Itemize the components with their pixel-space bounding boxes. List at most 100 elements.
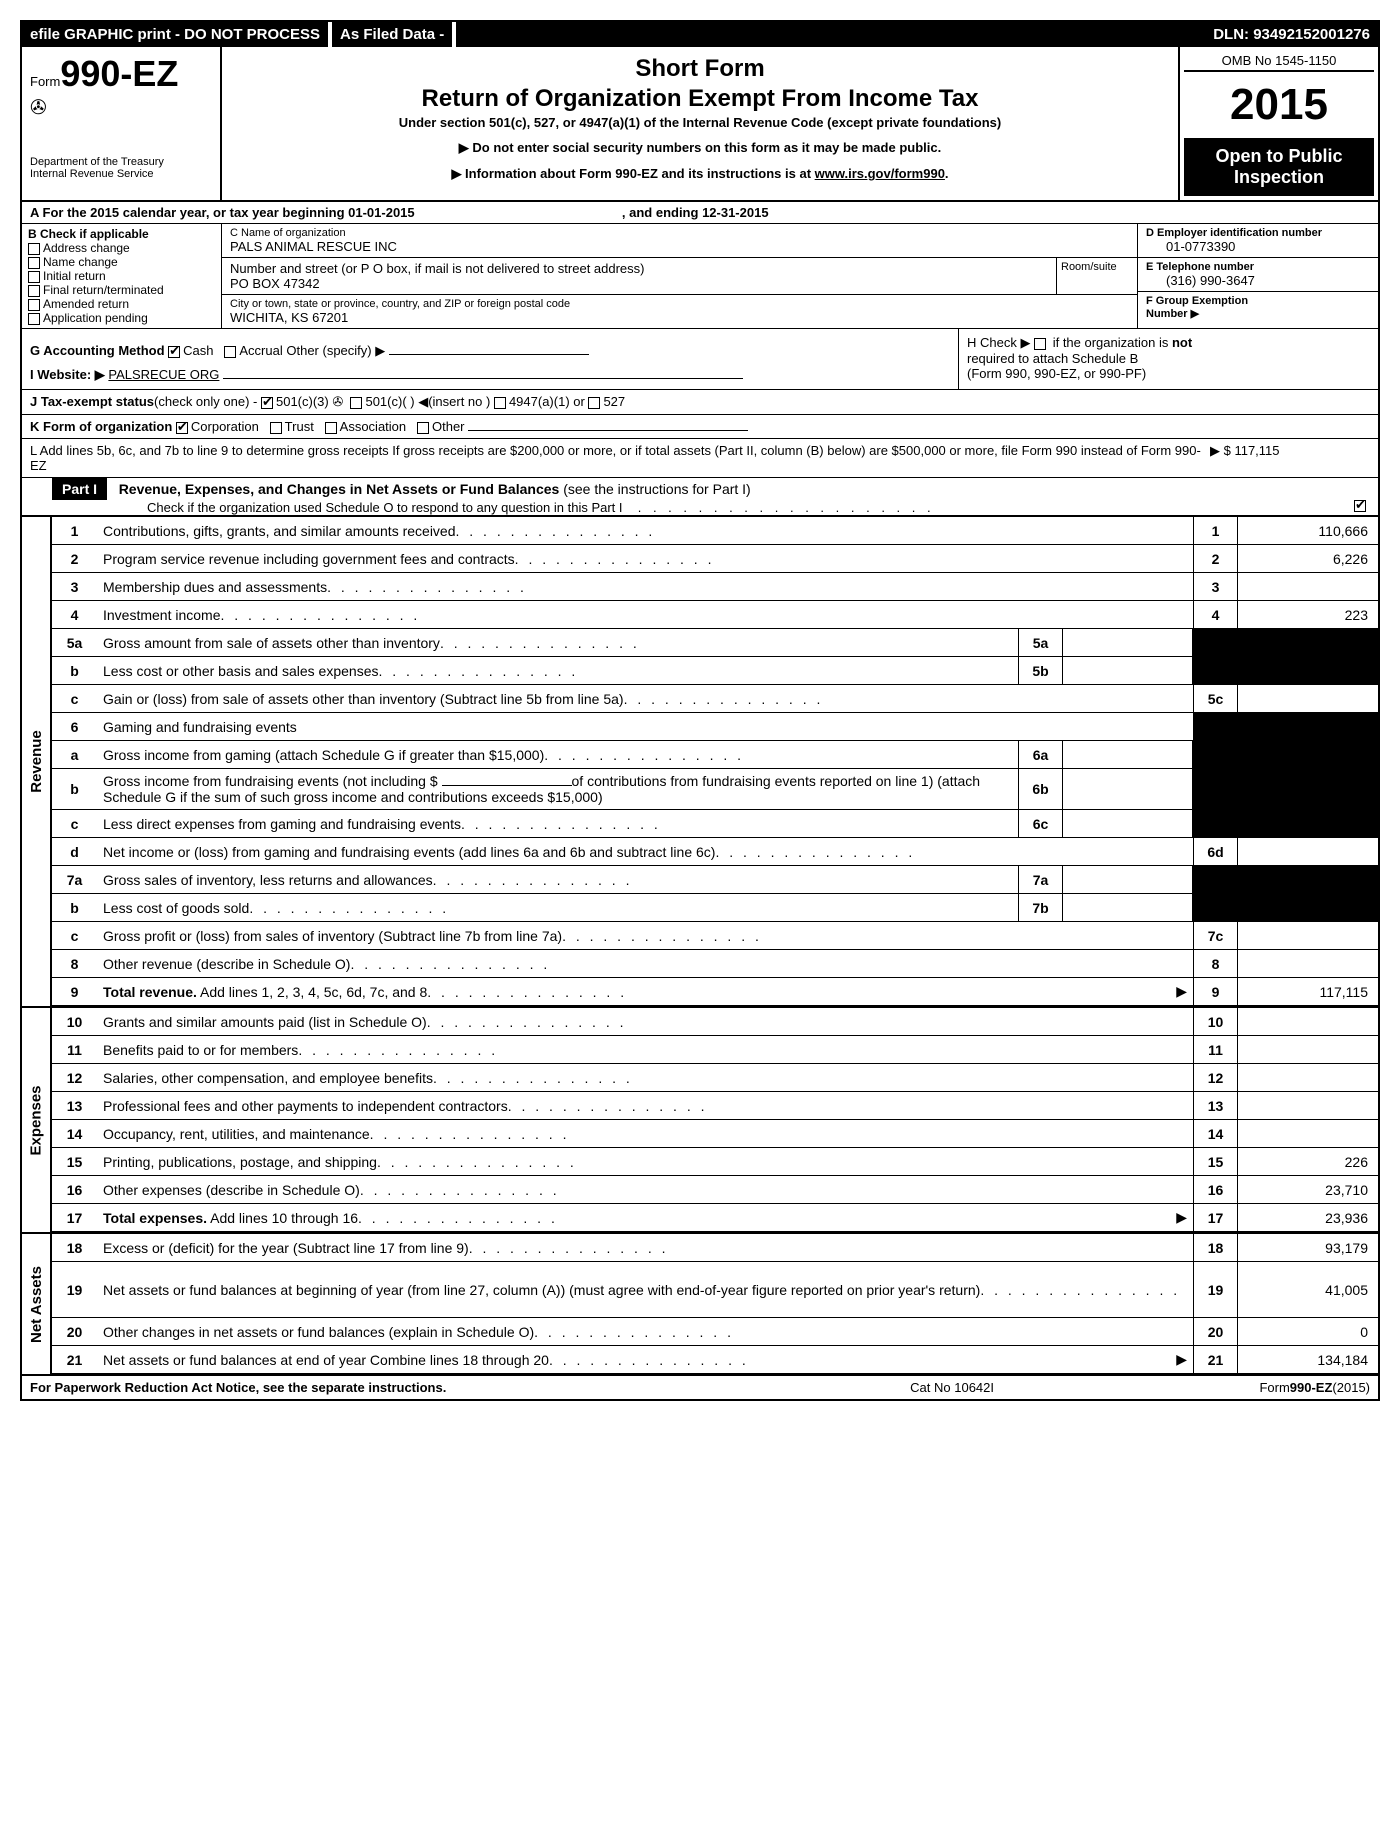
- sub-line-value: [1063, 629, 1193, 656]
- end-line-value: 0: [1238, 1318, 1378, 1345]
- chk-accrual[interactable]: [224, 346, 236, 358]
- end-line-number: 11: [1193, 1036, 1238, 1063]
- line-c: cGain or (loss) from sale of assets othe…: [52, 685, 1378, 713]
- end-line-value: [1238, 950, 1378, 977]
- chk-cash[interactable]: [168, 346, 180, 358]
- line-12: 12Salaries, other compensation, and empl…: [52, 1064, 1378, 1092]
- end-line-value: 6,226: [1238, 545, 1378, 572]
- form-ref: Form990-EZ(2015): [1259, 1380, 1370, 1395]
- room-suite-label: Room/suite: [1057, 258, 1137, 294]
- paperwork-notice: For Paperwork Reduction Act Notice, see …: [30, 1380, 645, 1395]
- header-center: Short Form Return of Organization Exempt…: [222, 47, 1178, 200]
- line-4: 4Investment income . . . . . . . . . . .…: [52, 601, 1378, 629]
- row-a-tax-year: A For the 2015 calendar year, or tax yea…: [22, 202, 1378, 224]
- expenses-label: Expenses: [22, 1008, 52, 1232]
- line-number: 5a: [52, 629, 97, 656]
- schedule-b-check: H Check ▶ if the organization is not req…: [958, 329, 1378, 389]
- line-number: c: [52, 685, 97, 712]
- col-c-org-info: C Name of organization PALS ANIMAL RESCU…: [222, 224, 1138, 328]
- chk-amended-return[interactable]: Amended return: [28, 297, 215, 311]
- chk-name-change[interactable]: Name change: [28, 255, 215, 269]
- chk-corporation[interactable]: [176, 422, 188, 434]
- form-header: Form990-EZ ✇ Department of the Treasury …: [22, 47, 1378, 202]
- end-line-number: 21: [1193, 1346, 1238, 1373]
- sub-line-value: [1063, 894, 1193, 921]
- line-number: 11: [52, 1036, 97, 1063]
- org-name: PALS ANIMAL RESCUE INC: [230, 239, 1129, 254]
- chk-other-org[interactable]: [417, 422, 429, 434]
- line-number: 19: [52, 1262, 97, 1317]
- line-2: 2Program service revenue including gover…: [52, 545, 1378, 573]
- line-desc: Gain or (loss) from sale of assets other…: [97, 685, 1193, 712]
- end-line-value: 117,115: [1238, 978, 1378, 1005]
- line-14: 14Occupancy, rent, utilities, and mainte…: [52, 1120, 1378, 1148]
- line-desc: Program service revenue including govern…: [97, 545, 1193, 572]
- line-8: 8Other revenue (describe in Schedule O) …: [52, 950, 1378, 978]
- line-desc: Membership dues and assessments . . . . …: [97, 573, 1193, 600]
- chk-527[interactable]: [588, 397, 600, 409]
- end-line-number: 12: [1193, 1064, 1238, 1091]
- line-number: c: [52, 922, 97, 949]
- website-link[interactable]: PALSRECUE ORG: [108, 367, 219, 382]
- row-k-org-form: K Form of organization Corporation Trust…: [22, 415, 1378, 439]
- line-desc: Net assets or fund balances at beginning…: [97, 1262, 1193, 1317]
- end-line-number: 18: [1193, 1234, 1238, 1261]
- line-number: 15: [52, 1148, 97, 1175]
- end-line-number: 8: [1193, 950, 1238, 977]
- chk-4947[interactable]: [494, 397, 506, 409]
- irs-label: Internal Revenue Service: [30, 168, 212, 180]
- line-desc: Other expenses (describe in Schedule O) …: [97, 1176, 1193, 1203]
- line-number: 1: [52, 517, 97, 544]
- chk-501c[interactable]: [350, 397, 362, 409]
- end-line-value: [1238, 1120, 1378, 1147]
- line-number: 7a: [52, 866, 97, 893]
- sub-line-number: 6c: [1018, 810, 1063, 837]
- line-9: 9Total revenue. Add lines 1, 2, 3, 4, 5c…: [52, 978, 1378, 1006]
- open-to-public: Open to Public Inspection: [1184, 138, 1374, 196]
- form-footer: For Paperwork Reduction Act Notice, see …: [22, 1376, 1378, 1399]
- line-desc: Investment income . . . . . . . . . . . …: [97, 601, 1193, 628]
- sub-line-value: [1063, 769, 1193, 809]
- line-a: aGross income from gaming (attach Schedu…: [52, 741, 1378, 769]
- end-line-number: 1: [1193, 517, 1238, 544]
- line-number: 20: [52, 1318, 97, 1345]
- line-13: 13Professional fees and other payments t…: [52, 1092, 1378, 1120]
- dln-label: DLN: 93492152001276: [1205, 22, 1378, 47]
- sub-line-value: [1063, 657, 1193, 684]
- efile-label: efile GRAPHIC print - DO NOT PROCESS: [22, 22, 332, 47]
- chk-address-change[interactable]: Address change: [28, 241, 215, 255]
- line-b: bGross income from fundraising events (n…: [52, 769, 1378, 810]
- sub-line-number: 6b: [1018, 769, 1063, 809]
- line-desc: Less direct expenses from gaming and fun…: [97, 810, 1018, 837]
- chk-application-pending[interactable]: Application pending: [28, 311, 215, 325]
- line-number: 8: [52, 950, 97, 977]
- line-desc: Gross income from fundraising events (no…: [97, 769, 1018, 809]
- end-line-number: 3: [1193, 573, 1238, 600]
- line-desc: Less cost or other basis and sales expen…: [97, 657, 1018, 684]
- line-number: 16: [52, 1176, 97, 1203]
- end-line-number: 7c: [1193, 922, 1238, 949]
- chk-association[interactable]: [325, 422, 337, 434]
- end-line-value: 134,184: [1238, 1346, 1378, 1373]
- chk-final-return[interactable]: Final return/terminated: [28, 283, 215, 297]
- expenses-section: Expenses 10Grants and similar amounts pa…: [22, 1008, 1378, 1234]
- section-identity: B Check if applicable Address change Nam…: [22, 224, 1378, 329]
- row-i-website: I Website: ▶ PALSRECUE ORG: [30, 367, 950, 383]
- line-number: 3: [52, 573, 97, 600]
- notice-info: ▶ Information about Form 990-EZ and its …: [230, 166, 1170, 182]
- chk-initial-return[interactable]: Initial return: [28, 269, 215, 283]
- line-1: 1Contributions, gifts, grants, and simil…: [52, 517, 1378, 545]
- end-line-number: 16: [1193, 1176, 1238, 1203]
- chk-501c3[interactable]: [261, 397, 273, 409]
- line-number: 18: [52, 1234, 97, 1261]
- chk-schedule-o[interactable]: [1354, 500, 1366, 512]
- chk-schedule-b[interactable]: [1034, 338, 1046, 350]
- omb-number: OMB No 1545-1150: [1184, 51, 1374, 72]
- line-number: 12: [52, 1064, 97, 1091]
- tax-year: 2015: [1184, 72, 1374, 138]
- end-line-number: 17: [1193, 1204, 1238, 1231]
- end-line-value: 41,005: [1238, 1262, 1378, 1317]
- end-line-number: 14: [1193, 1120, 1238, 1147]
- irs-link[interactable]: www.irs.gov/form990: [815, 166, 945, 181]
- chk-trust[interactable]: [270, 422, 282, 434]
